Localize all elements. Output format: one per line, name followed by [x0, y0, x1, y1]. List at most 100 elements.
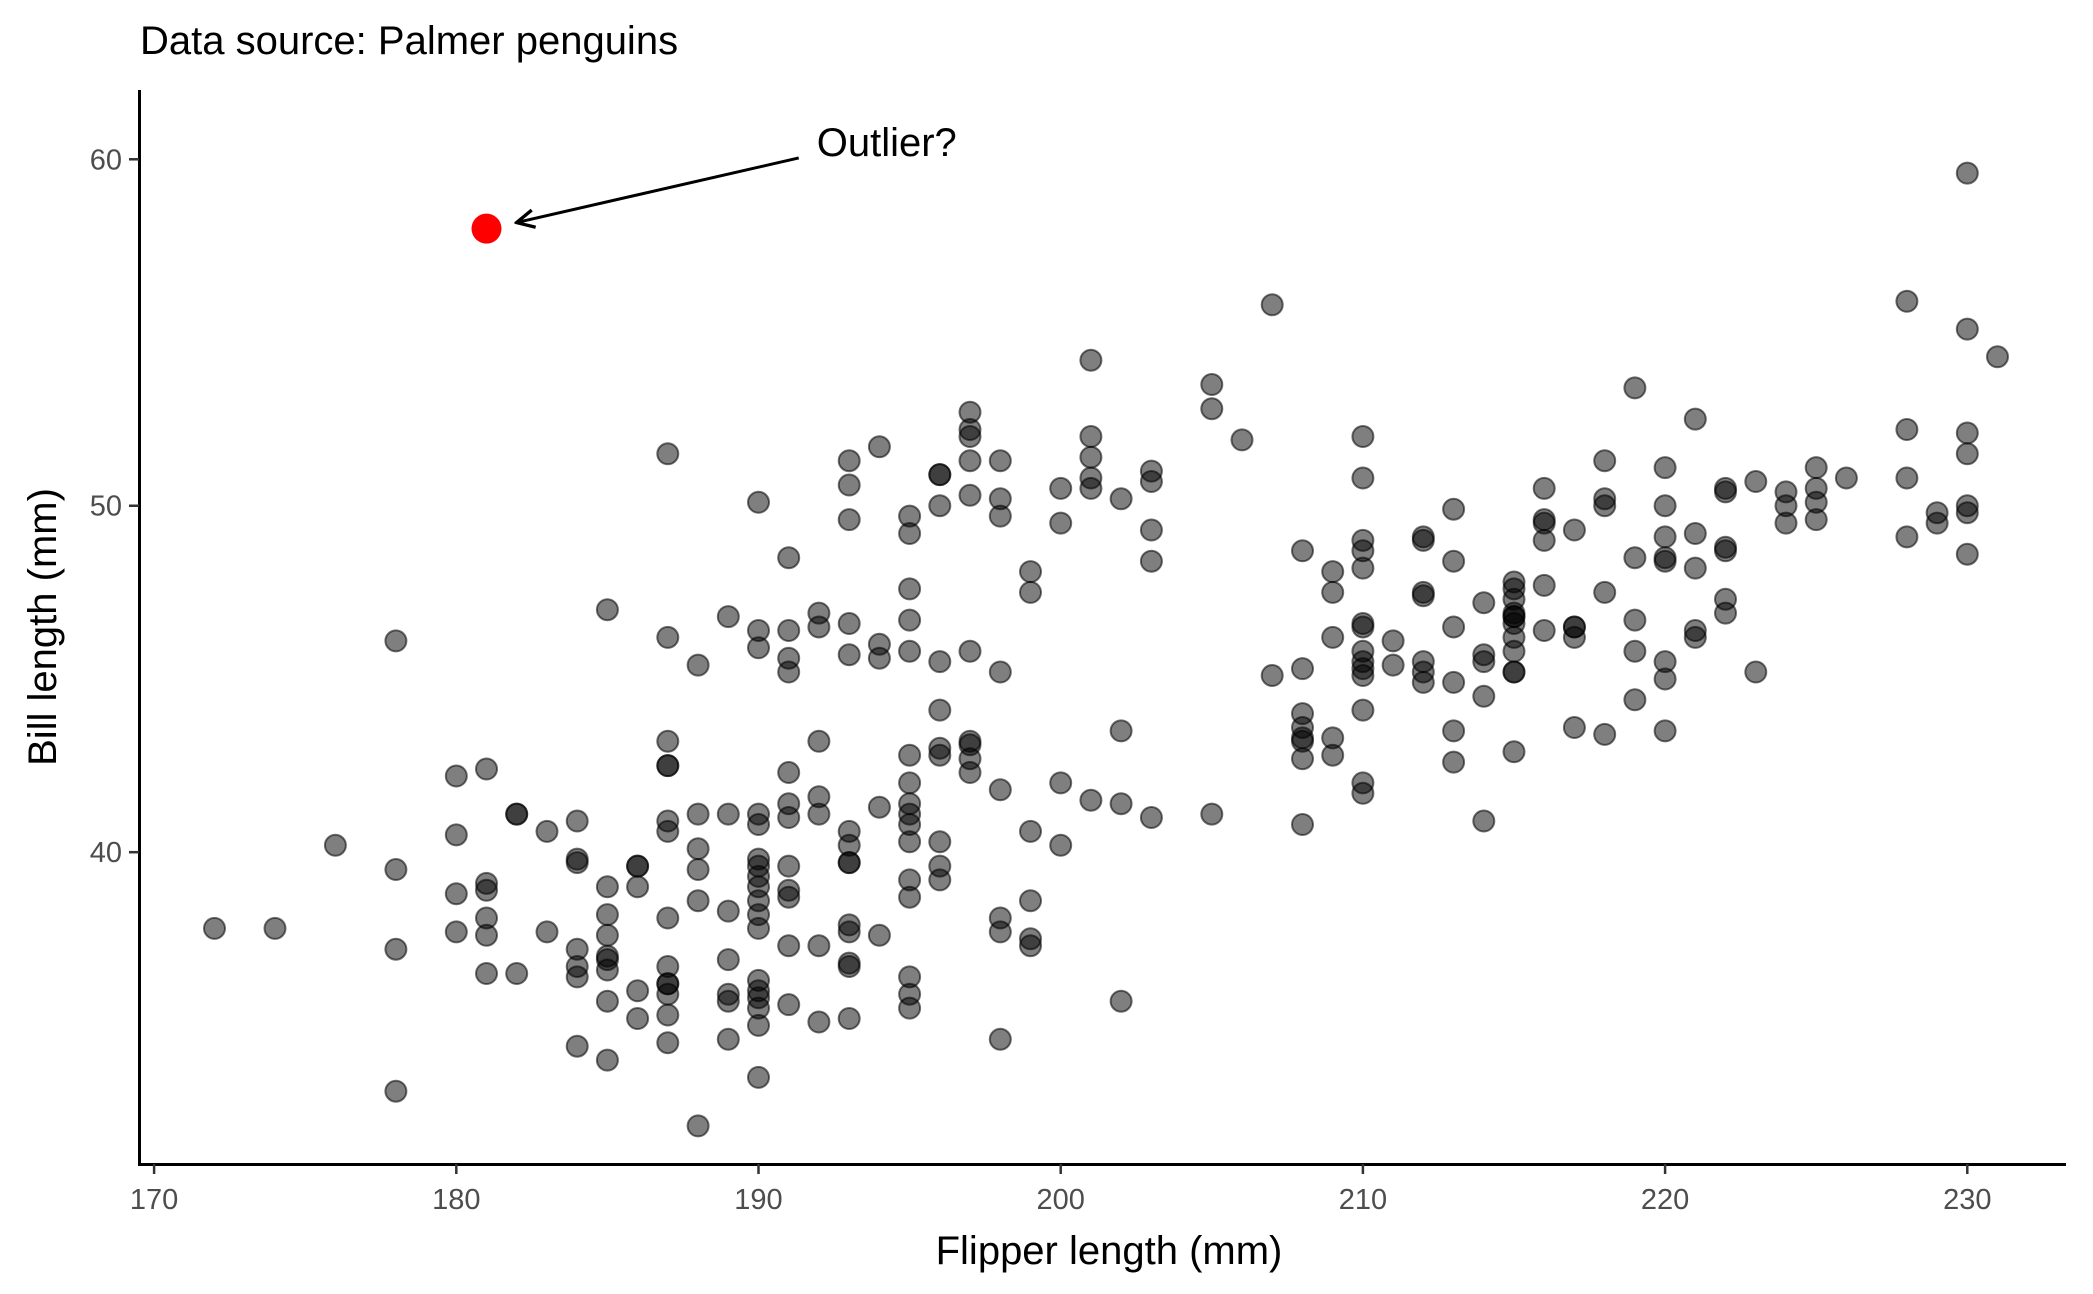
- data-point: [1955, 501, 1979, 525]
- data-point: [837, 955, 861, 978]
- data-point: [777, 934, 801, 958]
- data-point: [505, 802, 529, 826]
- data-point: [384, 937, 408, 961]
- data-point: [444, 920, 468, 944]
- data-point: [1200, 397, 1224, 421]
- data-point: [1079, 425, 1103, 448]
- data-point: [867, 435, 891, 459]
- points-layer: [203, 161, 2009, 1138]
- data-point: [475, 962, 498, 985]
- data-point: [747, 1013, 770, 1037]
- data-point: [1019, 560, 1042, 584]
- data-point: [565, 851, 589, 875]
- data-point: [958, 449, 982, 473]
- data-point: [1442, 719, 1466, 743]
- data-point: [323, 833, 347, 857]
- data-point: [837, 643, 861, 667]
- data-point: [1381, 629, 1405, 653]
- data-point: [1653, 667, 1677, 691]
- data-point: [988, 1027, 1012, 1051]
- data-point: [1442, 750, 1466, 774]
- data-point: [656, 1031, 680, 1055]
- data-point: [1653, 549, 1677, 573]
- data-point: [686, 837, 710, 861]
- data-point: [747, 636, 770, 660]
- data-point: [958, 425, 982, 448]
- data-point: [444, 764, 468, 788]
- data-point: [475, 757, 498, 781]
- y-tick-label: 50: [90, 491, 122, 523]
- data-point: [988, 660, 1012, 684]
- data-point: [988, 449, 1012, 473]
- data-point: [595, 903, 619, 927]
- data-point: [1653, 525, 1677, 549]
- data-point: [777, 885, 801, 909]
- data-point: [1291, 747, 1314, 771]
- data-point: [535, 920, 559, 944]
- data-point: [1200, 373, 1224, 396]
- data-point: [1744, 660, 1768, 684]
- data-point: [626, 854, 650, 878]
- data-point: [475, 923, 498, 947]
- data-point: [807, 1010, 831, 1034]
- data-point: [686, 1114, 710, 1138]
- data-point: [595, 875, 619, 899]
- data-point: [384, 629, 408, 653]
- data-point: [1079, 445, 1103, 469]
- data-point: [263, 916, 287, 940]
- data-point: [1502, 660, 1526, 684]
- x-tick-label: 190: [734, 1184, 782, 1216]
- data-point: [535, 819, 559, 843]
- data-point: [1623, 688, 1647, 712]
- data-point: [626, 875, 650, 899]
- data-point: [444, 882, 468, 906]
- data-point: [1653, 456, 1677, 480]
- data-point: [626, 979, 650, 1003]
- data-point: [928, 463, 952, 487]
- data-point: [1804, 508, 1828, 532]
- data-point: [1049, 771, 1073, 795]
- data-point: [837, 851, 861, 875]
- data-point: [777, 619, 801, 642]
- data-point: [716, 1027, 740, 1051]
- data-point: [777, 660, 801, 684]
- data-point: [1411, 584, 1435, 608]
- data-point: [1442, 549, 1466, 573]
- data-point: [898, 771, 922, 795]
- data-point: [1955, 317, 1979, 341]
- data-point: [595, 958, 619, 982]
- data-point: [1895, 466, 1919, 490]
- data-point: [686, 889, 710, 913]
- data-point: [837, 612, 861, 635]
- data-point: [716, 899, 740, 923]
- data-point: [777, 806, 801, 829]
- data-point: [1442, 497, 1466, 521]
- data-point: [867, 795, 891, 819]
- data-point: [1019, 889, 1042, 913]
- data-point: [1260, 664, 1284, 687]
- data-point: [1955, 161, 1979, 185]
- data-point: [1321, 560, 1345, 584]
- data-point: [747, 1065, 770, 1089]
- data-point: [898, 608, 922, 632]
- data-point: [928, 698, 952, 722]
- data-point: [1955, 542, 1979, 566]
- data-point: [595, 923, 619, 947]
- data-point: [1593, 722, 1617, 746]
- data-point: [686, 653, 710, 677]
- y-tick-label: 40: [90, 837, 122, 869]
- data-point: [1291, 657, 1314, 681]
- data-point: [1623, 376, 1647, 400]
- data-point: [777, 993, 801, 1017]
- data-point: [1955, 421, 1979, 445]
- data-point: [565, 809, 589, 833]
- data-point: [1109, 792, 1133, 816]
- data-point: [1895, 525, 1919, 549]
- data-point: [837, 449, 861, 473]
- data-point: [1593, 449, 1617, 473]
- x-tick-label: 170: [130, 1184, 178, 1216]
- data-point: [807, 802, 831, 826]
- data-point: [595, 989, 619, 1013]
- data-point: [1955, 442, 1979, 466]
